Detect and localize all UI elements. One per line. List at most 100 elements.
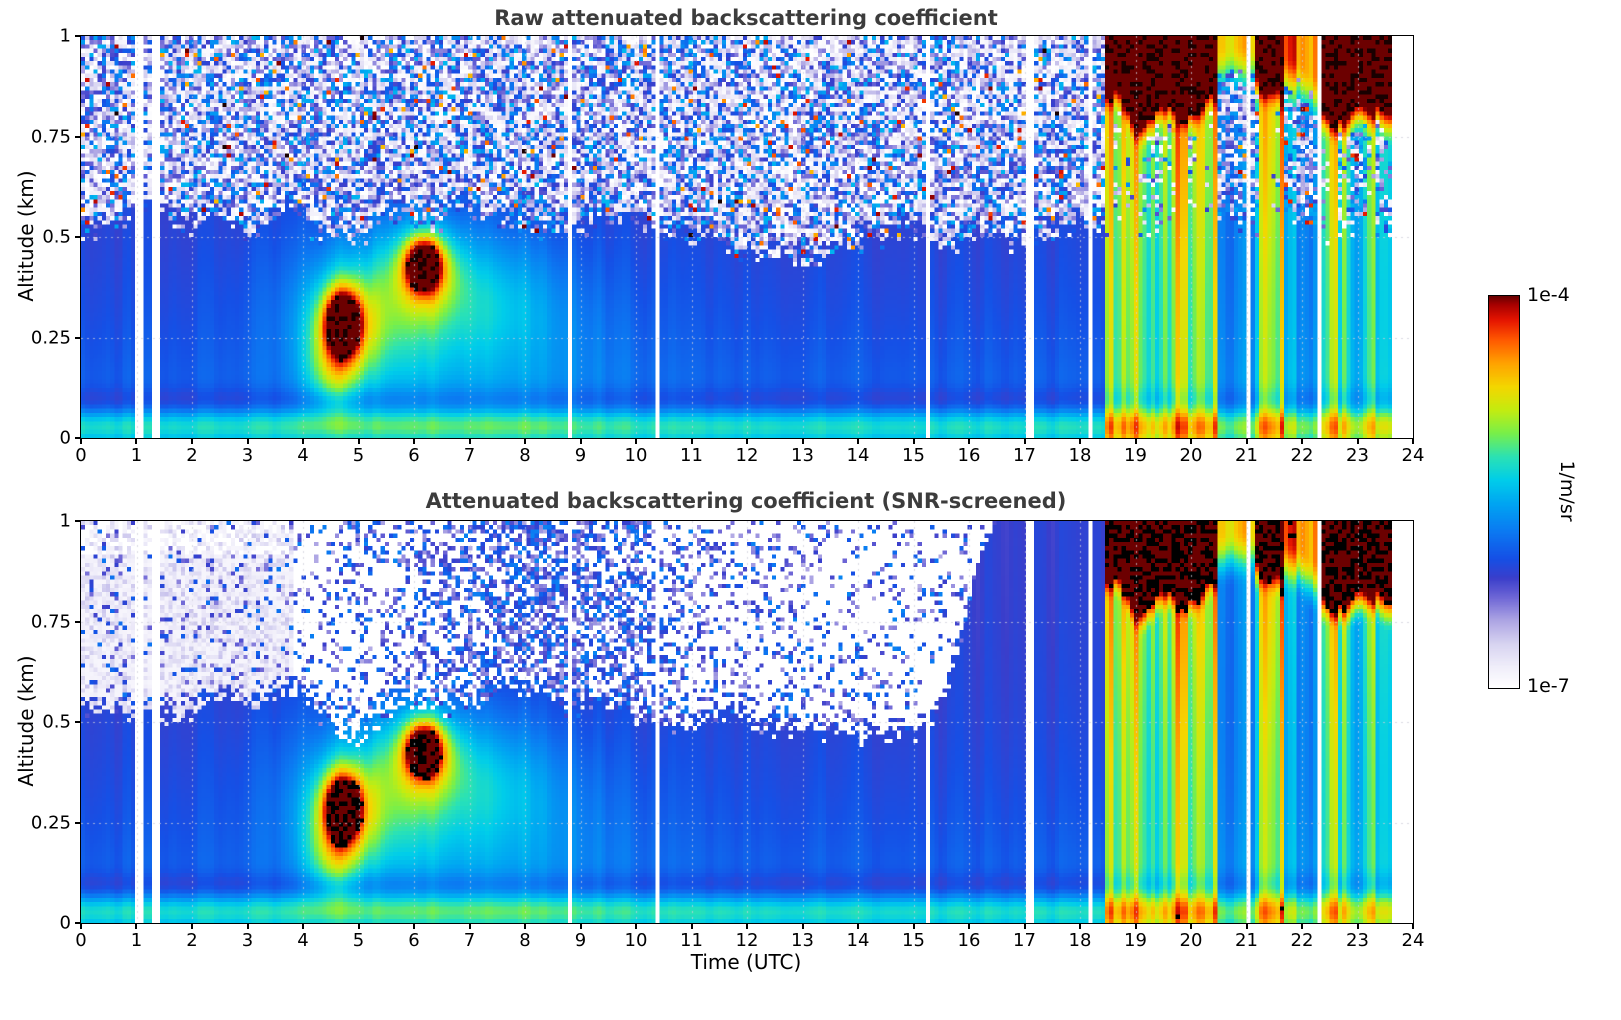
x-tick [1190,438,1192,444]
x-tick-label: 14 [846,445,870,466]
x-tick [857,923,859,929]
colorbar-max-label: 1e-4 [1527,284,1570,306]
raw-heatmap-canvas [81,36,1413,438]
x-tick [1134,923,1137,929]
panel-title-raw: Raw attenuated backscattering coefficien… [494,6,998,30]
x-tick [1079,923,1081,929]
x-tick [80,438,82,444]
x-tick-label: 5 [352,445,365,466]
x-tick [1301,923,1303,929]
x-tick [301,923,304,929]
x-tick-label: 8 [519,930,531,951]
x-tick [523,923,526,929]
x-tick [801,438,804,444]
screened-panel-plot: 0 1 2 3 4 5 6 7 8 9 10 11 12 13 14 15 16 17 18 19 20 21 22 23 24… [31,511,1425,952]
x-tick-label: 7 [463,445,476,466]
x-tick-label: 6 [408,445,420,466]
y-tick-label: 0.25 [30,812,71,833]
x-tick [301,438,304,444]
x-tick-label: 11 [680,930,703,951]
x-tick [801,923,804,929]
x-tick-label: 2 [186,445,198,466]
x-tick [413,923,415,929]
y-tick [75,437,81,439]
x-tick [135,923,138,929]
x-tick-label: 10 [624,930,648,951]
x-tick-label: 16 [957,930,981,951]
x-tick-label: 15 [902,930,925,951]
x-tick-label: 8 [519,445,531,466]
y-tick [75,236,81,238]
x-tick-label: 9 [574,445,587,466]
x-tick [967,438,970,444]
y-tick [75,35,81,37]
x-tick-label: 24 [1401,930,1425,951]
x-axis-label: Time (UTC) [690,950,802,974]
x-tick-label: 21 [1235,930,1258,951]
x-tick [1356,923,1359,929]
y-tick [75,922,81,924]
x-tick [912,438,915,444]
x-tick-label: 22 [1290,445,1314,466]
x-tick [1412,923,1414,929]
x-tick-label: 7 [463,930,476,951]
x-tick-label: 1 [130,930,143,951]
x-tick-label: 19 [1124,445,1147,466]
x-tick [1245,438,1248,444]
x-tick [357,438,360,444]
y-tick [75,520,81,522]
x-tick-label: 11 [680,445,703,466]
x-tick [857,438,859,444]
x-tick [690,438,693,444]
x-tick-label: 4 [297,930,309,951]
x-tick [690,923,693,929]
x-tick [190,923,193,929]
x-tick-label: 5 [352,930,365,951]
x-tick-label: 22 [1290,930,1314,951]
x-tick-label: 17 [1013,445,1036,466]
x-tick-label: 18 [1068,445,1092,466]
x-tick [1079,438,1081,444]
x-tick [135,438,138,444]
x-tick-label: 2 [186,930,198,951]
y-tick-label: 0.5 [42,226,71,248]
x-tick [967,923,970,929]
x-tick [246,923,249,929]
x-tick-label: 20 [1179,930,1203,951]
x-tick-label: 12 [735,445,759,466]
x-tick [80,923,82,929]
y-tick-label: 0.25 [30,327,71,348]
y-axis-label-raw: Altitude (km) [14,170,38,302]
x-tick [523,438,526,444]
raw-panel-plot: 0 1 2 3 4 5 6 7 8 9 10 11 12 13 14 15 16 17 18 19 20 21 22 23 24… [31,26,1425,467]
x-tick-label: 23 [1346,445,1369,466]
x-tick [579,438,582,444]
x-tick [1023,923,1026,929]
x-tick-label: 6 [408,930,420,951]
colorbar-gradient [1489,296,1519,688]
x-tick [246,438,249,444]
x-tick-label: 10 [624,445,648,466]
y-tick-label: 0.5 [42,711,71,733]
x-tick-label: 3 [241,445,254,466]
x-tick [635,923,637,929]
x-tick [1356,438,1359,444]
colorbar-min-label: 1e-7 [1527,675,1570,697]
x-tick-label: 20 [1179,445,1203,466]
y-tick-label: 0 [59,427,71,449]
y-tick [75,135,81,138]
y-tick-label: 1 [59,510,71,532]
x-tick-label: 21 [1235,445,1258,466]
y-tick-label: 0.75 [30,611,71,632]
x-tick-label: 0 [75,445,87,466]
x-tick [1023,438,1026,444]
x-tick [746,438,748,444]
x-tick [1245,923,1248,929]
y-tick [75,821,81,824]
x-tick-label: 13 [791,445,814,466]
y-tick-label: 0.75 [30,126,71,147]
x-tick [1412,438,1414,444]
x-tick-label: 23 [1346,930,1369,951]
colorbar [1488,295,1520,689]
